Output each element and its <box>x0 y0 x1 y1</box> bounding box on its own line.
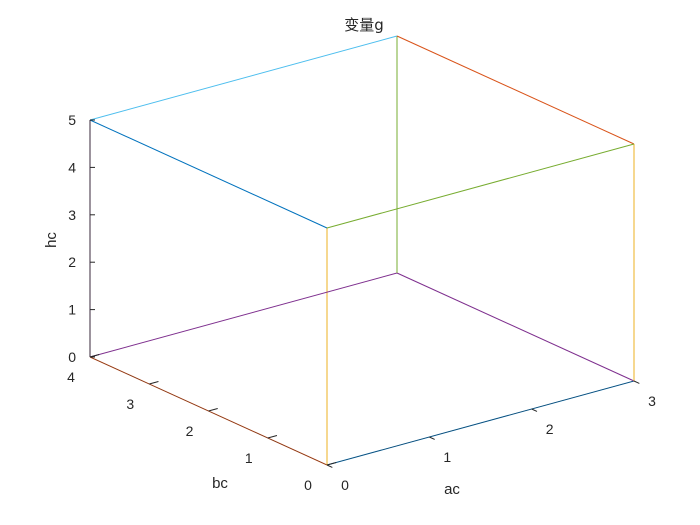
y-tick-3 <box>149 380 159 385</box>
x-tick-1 <box>429 436 435 440</box>
chart-title: 变量g <box>344 16 384 34</box>
series-line-7 <box>89 119 328 229</box>
z-axis-label: hc <box>43 232 60 248</box>
y-tick-label-2: 2 <box>186 423 194 439</box>
series-line-10 <box>396 35 635 145</box>
y-tick-label-3: 3 <box>126 396 134 412</box>
x-tick-label-3: 3 <box>648 393 656 409</box>
y-tick-2 <box>208 407 218 412</box>
series-line-4 <box>89 272 398 358</box>
y-tick-1 <box>267 434 278 439</box>
z-tick-label-3: 3 <box>68 207 76 223</box>
y-tick-label-4: 4 <box>67 369 75 385</box>
x-axis-label: ac <box>444 481 460 498</box>
x-tick-0 <box>326 464 333 468</box>
y-tick-0 <box>326 461 337 466</box>
x-tick-3 <box>633 380 640 384</box>
x-tick-label-1: 1 <box>443 449 451 465</box>
y-tick-label-0: 0 <box>304 477 312 493</box>
axis-ticks <box>89 119 640 468</box>
x-axis-line <box>326 380 635 466</box>
x-tick-2 <box>531 408 538 412</box>
series-line-11 <box>326 143 635 229</box>
tick-labels: 0 1 2 3 0 1 2 3 4 0 1 2 3 4 5 <box>67 112 656 493</box>
axis-lines <box>89 120 635 466</box>
z-tick-label-4: 4 <box>68 159 76 175</box>
series-line-6 <box>89 35 398 121</box>
x-tick-label-0: 0 <box>341 477 349 493</box>
series-line-3 <box>396 272 635 382</box>
z-tick-label-5: 5 <box>68 112 76 128</box>
y-tick-label-1: 1 <box>245 450 253 466</box>
x-tick-label-2: 2 <box>546 421 554 437</box>
box-lines <box>89 35 635 466</box>
z-tick-label-1: 1 <box>68 302 76 318</box>
z-tick-label-0: 0 <box>68 349 76 365</box>
y-axis-label: bc <box>212 475 228 492</box>
z-tick-label-2: 2 <box>68 254 76 270</box>
